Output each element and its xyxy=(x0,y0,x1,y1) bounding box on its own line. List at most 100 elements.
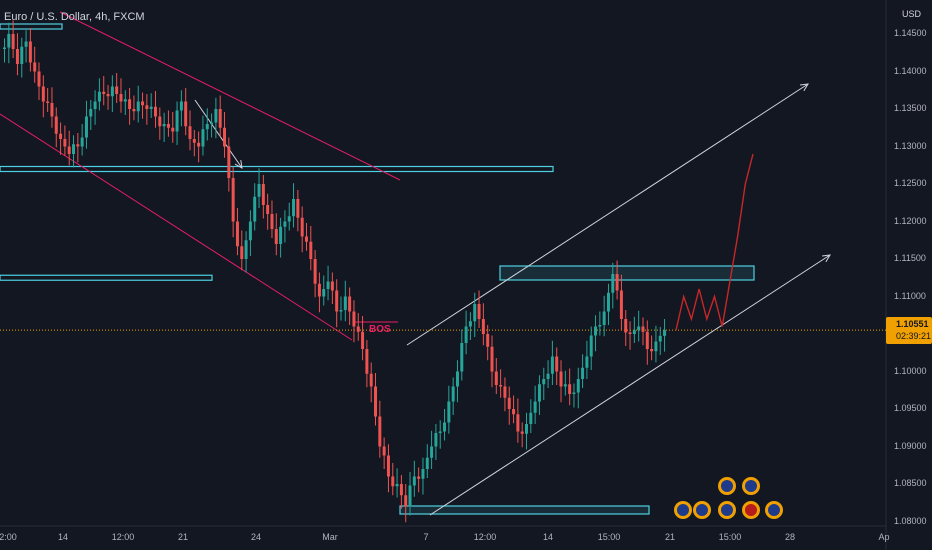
candle-body xyxy=(304,236,308,242)
candle-body xyxy=(451,386,455,402)
candle-body xyxy=(650,349,654,352)
candle-body xyxy=(576,379,580,393)
candle-body xyxy=(555,356,559,372)
candle-body xyxy=(481,319,485,334)
horizontal-level-line xyxy=(0,274,213,281)
candle-body xyxy=(339,310,343,312)
candle-body xyxy=(594,326,598,336)
candle-body xyxy=(210,122,214,124)
candle-body xyxy=(63,139,67,147)
time-tick-label: 21 xyxy=(177,532,189,542)
candle-body xyxy=(145,105,149,109)
candle-body xyxy=(330,281,334,291)
economic-event-icon-inner xyxy=(721,504,733,516)
candle-body xyxy=(520,431,524,434)
candle-body xyxy=(473,304,477,322)
candle-body xyxy=(33,62,37,72)
time-tick-label: 14 xyxy=(57,532,69,542)
candle-body xyxy=(253,196,257,222)
candle-body xyxy=(382,446,386,456)
economic-event-icon-inner xyxy=(745,504,757,516)
price-tick-label: 1.10000 xyxy=(894,365,927,376)
candle-body xyxy=(568,384,572,394)
candle-body xyxy=(201,129,205,147)
candle-body xyxy=(28,41,32,63)
channel-upper-arrow-arrowhead xyxy=(800,83,809,92)
candle-body xyxy=(197,142,201,147)
candle-body xyxy=(223,127,227,147)
candle-body xyxy=(343,296,347,310)
support-zone xyxy=(399,505,650,515)
candle-body xyxy=(624,319,628,333)
time-tick-label: 14 xyxy=(542,532,554,542)
candle-body xyxy=(589,335,593,357)
candle-body xyxy=(455,371,459,387)
candle-body xyxy=(606,292,610,312)
bos-label: BOS xyxy=(369,324,391,335)
candle-body xyxy=(274,229,278,244)
candle-body xyxy=(386,455,390,477)
price-tick-label: 1.11000 xyxy=(894,290,926,301)
candle-body xyxy=(158,116,162,127)
candle-body xyxy=(512,409,516,415)
price-tick-label: 1.08000 xyxy=(894,515,927,526)
time-tick-label: Mar xyxy=(322,532,338,542)
candle-body xyxy=(395,484,399,487)
candle-body xyxy=(41,86,45,102)
price-tick-label: 1.12000 xyxy=(894,215,927,226)
time-tick-label: 15:00 xyxy=(597,532,621,542)
candle-body xyxy=(141,101,145,106)
candle-body xyxy=(93,101,97,109)
candle-body xyxy=(309,241,313,259)
candle-body xyxy=(494,371,498,385)
candle-body xyxy=(399,484,403,496)
candle-body xyxy=(533,401,537,413)
candle-body xyxy=(369,373,373,387)
candle-body xyxy=(326,281,330,289)
candle-body xyxy=(244,240,248,259)
candle-body xyxy=(235,221,239,247)
candle-body xyxy=(149,106,153,109)
economic-event-icon-inner xyxy=(677,504,689,516)
channel-upper-line xyxy=(59,11,401,181)
candle-body xyxy=(425,457,429,469)
candle-body xyxy=(106,94,110,97)
candle-body xyxy=(335,290,339,312)
bar-countdown: 02:39:21 xyxy=(896,331,932,341)
candle-body xyxy=(123,99,127,102)
candle-body xyxy=(352,311,356,327)
economic-event-icon-inner xyxy=(745,480,757,492)
candle-body xyxy=(486,334,490,347)
candle-body xyxy=(365,349,369,374)
time-tick-label: Ap xyxy=(878,532,890,542)
candle-body xyxy=(611,274,615,293)
candle-body xyxy=(443,422,447,432)
candle-body xyxy=(84,116,88,138)
candle-body xyxy=(490,346,494,372)
channel-lower-arrow xyxy=(429,254,831,516)
candle-body xyxy=(128,99,132,109)
candle-body xyxy=(102,91,106,94)
symbol-title[interactable]: Euro / U.S. Dollar, 4h, FXCM xyxy=(4,11,145,23)
candle-body xyxy=(546,373,550,379)
candle-body xyxy=(637,326,641,331)
candle-body xyxy=(412,476,416,486)
candle-body xyxy=(287,216,291,222)
candle-body xyxy=(468,321,472,327)
candle-body xyxy=(529,412,533,424)
candle-body xyxy=(214,109,218,123)
candle-body xyxy=(356,326,360,332)
candle-body xyxy=(447,401,451,423)
candle-body xyxy=(563,384,567,387)
impulse-arrow xyxy=(194,99,243,169)
candle-body xyxy=(46,101,50,103)
candle-body xyxy=(110,86,114,97)
candle-body xyxy=(464,326,468,343)
candle-body xyxy=(645,331,649,349)
candle-body xyxy=(322,289,326,297)
candle-body xyxy=(503,386,507,398)
candle-body xyxy=(516,414,520,432)
price-tick-label: 1.14500 xyxy=(894,28,927,38)
